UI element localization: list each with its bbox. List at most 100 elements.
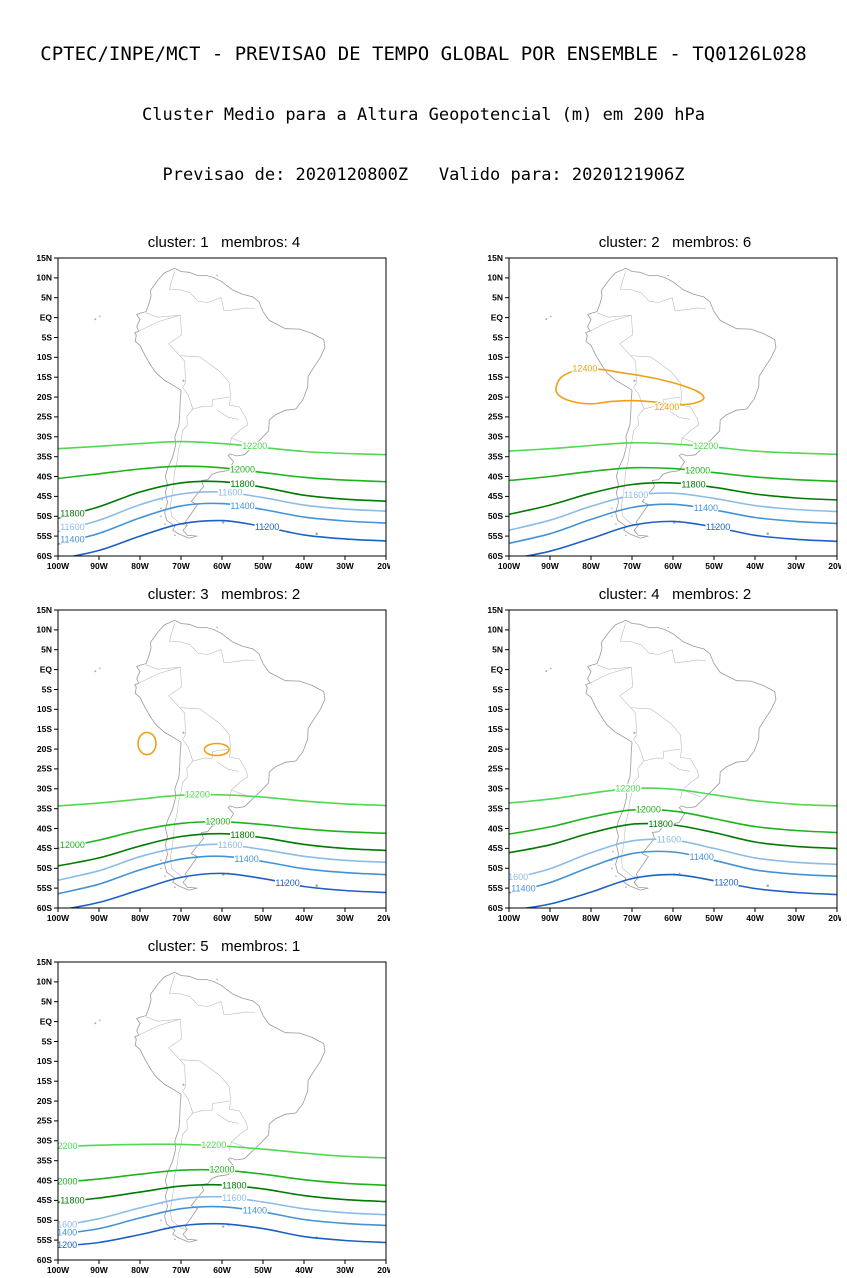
island bbox=[174, 1238, 176, 1241]
lat-tick-label: 55S bbox=[37, 1235, 52, 1245]
country-border bbox=[620, 270, 673, 303]
contour-label: 12000 bbox=[685, 465, 710, 475]
lat-tick-label: 20S bbox=[488, 392, 503, 402]
coastline bbox=[585, 267, 777, 539]
contour-label: 11200 bbox=[275, 878, 299, 888]
lon-tick-label: 60W bbox=[213, 561, 231, 571]
contour-label: 11400 bbox=[243, 1205, 267, 1215]
lat-tick-label: 60S bbox=[37, 903, 52, 913]
contour-12000 bbox=[58, 820, 386, 850]
lon-tick-label: 40W bbox=[295, 561, 313, 571]
lon-tick-label: 50W bbox=[705, 561, 723, 571]
lat-tick-label: 10N bbox=[36, 625, 52, 635]
island bbox=[174, 886, 176, 889]
lat-tick-label: 35S bbox=[37, 452, 52, 462]
lat-tick-label: 60S bbox=[37, 1255, 52, 1265]
coastline bbox=[585, 619, 777, 891]
lat-tick-label: 40S bbox=[488, 471, 503, 481]
country-border bbox=[589, 314, 632, 332]
lon-tick-label: 40W bbox=[746, 913, 764, 923]
lat-tick-label: 5N bbox=[41, 645, 52, 655]
country-border bbox=[138, 666, 181, 684]
country-border bbox=[138, 1018, 181, 1036]
contour-label: 11200 bbox=[714, 877, 738, 887]
country-border bbox=[596, 664, 700, 799]
lat-tick-label: 5S bbox=[493, 332, 504, 342]
lat-tick-label: 45S bbox=[37, 843, 52, 853]
country-border bbox=[668, 762, 690, 772]
island bbox=[545, 318, 548, 321]
country-border bbox=[145, 1016, 249, 1151]
lat-tick-label: 5N bbox=[492, 293, 503, 303]
lat-tick-label: 25S bbox=[37, 1116, 52, 1126]
country-border bbox=[217, 762, 239, 772]
island bbox=[94, 1022, 97, 1025]
contour-label: 12000 bbox=[636, 805, 661, 815]
lat-tick-label: 15S bbox=[37, 1076, 52, 1086]
basemap bbox=[545, 619, 777, 891]
lat-tick-label: 50S bbox=[37, 1215, 52, 1225]
map-cluster-1: 1220012000118001180011600116001140011400… bbox=[36, 254, 390, 571]
contour-label: 11600 bbox=[657, 834, 681, 844]
lat-tick-label: 15S bbox=[37, 724, 52, 734]
contour-11200 bbox=[70, 519, 386, 556]
panel-title: cluster: 1 membros: 4 bbox=[147, 234, 301, 251]
lon-tick-label: 20W bbox=[377, 561, 390, 571]
island bbox=[160, 1219, 162, 1222]
lat-tick-label: 35S bbox=[488, 804, 503, 814]
contour-11600 bbox=[58, 490, 386, 533]
island bbox=[611, 515, 613, 518]
header: CPTEC/INPE/MCT - PREVISAO DE TEMPO GLOBA… bbox=[0, 0, 847, 204]
lon-tick-label: 100W bbox=[47, 913, 70, 923]
island bbox=[315, 884, 319, 887]
lat-tick-label: 25S bbox=[37, 764, 52, 774]
lat-tick-label: 60S bbox=[488, 903, 503, 913]
island bbox=[216, 978, 218, 981]
country-border bbox=[179, 355, 186, 388]
island bbox=[160, 507, 162, 510]
contour-label: 11800 bbox=[60, 509, 84, 519]
contour-label: 11800 bbox=[681, 479, 705, 489]
axis-ticks: 15N 10N 5N EQ 5S 10S 15S 20S 25S 30S 35S 40S 45S 50S 5… bbox=[36, 958, 390, 1275]
contour-label: 12400 bbox=[572, 363, 597, 373]
lat-tick-label: 40S bbox=[488, 823, 503, 833]
contour-label: 12000 bbox=[230, 465, 255, 475]
basemap bbox=[94, 971, 326, 1243]
lon-tick-label: 90W bbox=[90, 561, 108, 571]
country-border bbox=[668, 410, 690, 420]
axis-ticks: 15N 10N 5N EQ 5S 10S 15S 20S 25S 30S 35S 40S 45S 50S 5… bbox=[487, 606, 841, 923]
cluster-panel-5: cluster: 5 membros: 1 12200 12200 12000 120… bbox=[24, 938, 390, 1278]
axis-ticks: 15N 10N 5N EQ 5S 10S 15S 20S 25S 30S 35S 40S 45S 50S 5… bbox=[487, 254, 841, 571]
lat-tick-label: 35S bbox=[37, 1156, 52, 1166]
contour-11800 bbox=[509, 822, 837, 854]
lat-tick-label: 25S bbox=[37, 412, 52, 422]
lon-tick-label: 70W bbox=[623, 913, 641, 923]
lat-tick-label: 10N bbox=[36, 977, 52, 987]
contour-label: 11800 bbox=[649, 819, 673, 829]
contour-label: 11600 bbox=[624, 490, 648, 500]
country-border bbox=[630, 355, 637, 388]
lat-tick-label: 10N bbox=[487, 273, 503, 283]
contour-label: 11800 bbox=[60, 1195, 84, 1205]
contour-11400 bbox=[58, 1205, 386, 1235]
country-border bbox=[145, 664, 249, 799]
country-border bbox=[182, 387, 230, 410]
island bbox=[678, 872, 681, 875]
lat-tick-label: 10N bbox=[487, 625, 503, 635]
lon-tick-label: 90W bbox=[90, 1265, 108, 1275]
panel-title: cluster: 2 membros: 6 bbox=[598, 234, 752, 251]
lat-tick-label: 40S bbox=[37, 1175, 52, 1185]
lat-tick-label: 30S bbox=[37, 784, 52, 794]
lat-tick-label: EQ bbox=[40, 1016, 53, 1026]
country-border bbox=[620, 760, 645, 878]
contour-12200 bbox=[509, 787, 837, 807]
lon-tick-label: 100W bbox=[498, 561, 521, 571]
lat-tick-label: 20S bbox=[37, 392, 52, 402]
country-border bbox=[589, 666, 632, 684]
lat-tick-label: 5N bbox=[492, 645, 503, 655]
lon-tick-label: 100W bbox=[47, 561, 70, 571]
lat-tick-label: 20S bbox=[37, 744, 52, 754]
island bbox=[611, 507, 613, 510]
lat-tick-label: 45S bbox=[37, 1195, 52, 1205]
contour-label: 11600 bbox=[60, 522, 84, 532]
